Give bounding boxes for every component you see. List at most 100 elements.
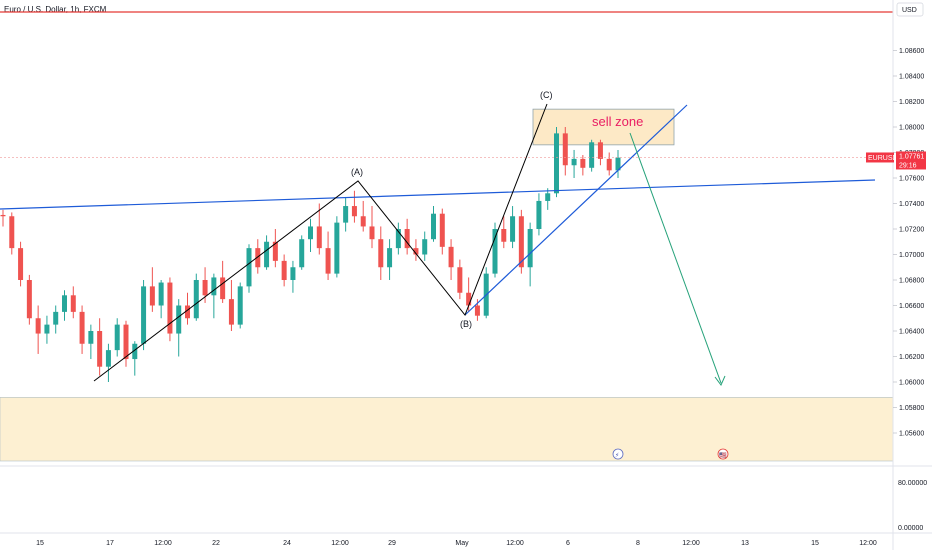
candle-body[interactable] <box>53 311 59 325</box>
candle-body[interactable] <box>70 295 76 312</box>
wave-abc-zigzag[interactable] <box>93 103 548 382</box>
candle-body[interactable] <box>536 200 542 229</box>
candle-body[interactable] <box>369 226 375 240</box>
lower-zone[interactable] <box>0 396 894 462</box>
candle-body[interactable] <box>501 229 507 242</box>
candle-body[interactable] <box>308 226 313 240</box>
price-tick-label: 1.07400 <box>899 201 924 208</box>
price-tag-countdown: 29:16 <box>899 162 917 169</box>
flash-event-glyph: ⚡ <box>615 452 619 459</box>
candle-body[interactable] <box>176 305 182 334</box>
candle-body[interactable] <box>246 248 252 287</box>
candle-body[interactable] <box>44 324 50 334</box>
time-tick-label: 12:00 <box>859 540 877 547</box>
flash-event-icon[interactable] <box>612 448 624 460</box>
candle-body[interactable] <box>290 267 296 280</box>
candle-body[interactable] <box>281 260 287 280</box>
currency-label: USD <box>902 7 917 14</box>
candle-body[interactable] <box>18 248 24 280</box>
chart-title: Euro / U.S. Dollar, 1h, FXCM <box>4 5 107 14</box>
current-price-tag[interactable]: EURUSD 1.07761 29:16 <box>866 151 926 170</box>
time-tick-label: 12:00 <box>154 540 172 547</box>
candle-body[interactable] <box>431 213 436 240</box>
price-tick-label: 1.05600 <box>899 431 924 438</box>
us-flag-event-icon[interactable] <box>717 448 729 460</box>
candle-body[interactable] <box>448 246 454 268</box>
candle-body[interactable] <box>413 248 419 255</box>
candle-body[interactable] <box>0 214 6 217</box>
time-tick-label: 12:00 <box>506 540 524 547</box>
candle-body[interactable] <box>132 343 138 360</box>
candle-body[interactable] <box>220 277 226 300</box>
candle-body[interactable] <box>387 248 393 268</box>
candle-body[interactable] <box>597 142 603 159</box>
candle-body[interactable] <box>545 193 551 201</box>
candle-body[interactable] <box>62 295 67 312</box>
price-tick-label: 1.06800 <box>899 278 924 285</box>
price-tag-symbol: EURUSD <box>868 155 898 162</box>
candle-body[interactable] <box>615 157 621 171</box>
candle-body[interactable] <box>395 229 401 249</box>
candle-body[interactable] <box>272 241 278 261</box>
candle-body[interactable] <box>9 216 15 249</box>
candle-body[interactable] <box>255 248 261 268</box>
candle-body[interactable] <box>589 142 595 168</box>
rising-support-trendline[interactable] <box>464 104 688 316</box>
candle-body[interactable] <box>571 158 577 166</box>
candle-body[interactable] <box>606 158 612 171</box>
candle-body[interactable] <box>264 241 270 268</box>
candle-body[interactable] <box>105 350 111 367</box>
candle-body[interactable] <box>26 280 32 319</box>
candle-body[interactable] <box>202 280 208 296</box>
candle-body[interactable] <box>334 222 340 274</box>
candle-body[interactable] <box>510 216 516 242</box>
candle-body[interactable] <box>562 133 568 166</box>
candle-body[interactable] <box>404 229 410 249</box>
candle-body[interactable] <box>554 133 559 194</box>
candle-body[interactable] <box>35 318 41 334</box>
candle-body[interactable] <box>351 206 357 217</box>
candle-body[interactable] <box>167 282 173 334</box>
candle-body[interactable] <box>580 158 586 168</box>
projection-arrow-line[interactable] <box>629 132 722 384</box>
candle-body[interactable] <box>457 267 463 293</box>
candle-body[interactable] <box>422 239 428 255</box>
candle-body[interactable] <box>518 216 524 268</box>
time-tick-label: 12:00 <box>331 540 349 547</box>
candle-body[interactable] <box>299 239 305 268</box>
candle-body[interactable] <box>527 229 533 268</box>
time-tick-label: 22 <box>212 540 220 547</box>
candle-body[interactable] <box>474 305 480 316</box>
candle-body[interactable] <box>114 324 120 351</box>
candle-body[interactable] <box>193 280 199 319</box>
candles-series <box>0 127 621 382</box>
candle-body[interactable] <box>439 213 445 247</box>
time-axis-ticks[interactable]: 15 17 12:00 22 24 12:00 29 May 12:00 6 8 12:00 13 15 1… <box>36 540 877 547</box>
candle-body[interactable] <box>88 331 94 344</box>
candle-body[interactable] <box>360 216 366 227</box>
candle-body[interactable] <box>466 292 472 306</box>
candle-body[interactable] <box>141 286 147 344</box>
candle-body[interactable] <box>97 331 103 367</box>
candle-body[interactable] <box>228 299 234 325</box>
candle-body[interactable] <box>325 248 331 274</box>
candle-body[interactable] <box>378 239 384 268</box>
candle-body[interactable] <box>185 305 190 319</box>
price-tick-label: 1.06000 <box>899 380 924 387</box>
candle-body[interactable] <box>343 206 349 223</box>
candle-body[interactable] <box>316 226 322 249</box>
candle-body[interactable] <box>123 324 129 360</box>
price-tick-label: 1.08200 <box>899 99 924 106</box>
candle-body[interactable] <box>79 311 85 344</box>
price-axis-ticks[interactable]: 1.086001.084001.082001.080001.078001.076… <box>893 48 924 438</box>
time-tick-label: 8 <box>636 540 640 547</box>
horizontal-trendline[interactable] <box>0 179 876 210</box>
currency-button[interactable] <box>896 2 924 17</box>
time-tick-label: 15 <box>36 540 44 547</box>
candle-body[interactable] <box>211 277 217 296</box>
candle-body[interactable] <box>492 229 498 274</box>
candle-body[interactable] <box>149 286 155 306</box>
candle-body[interactable] <box>237 286 243 325</box>
candle-body[interactable] <box>158 282 164 306</box>
